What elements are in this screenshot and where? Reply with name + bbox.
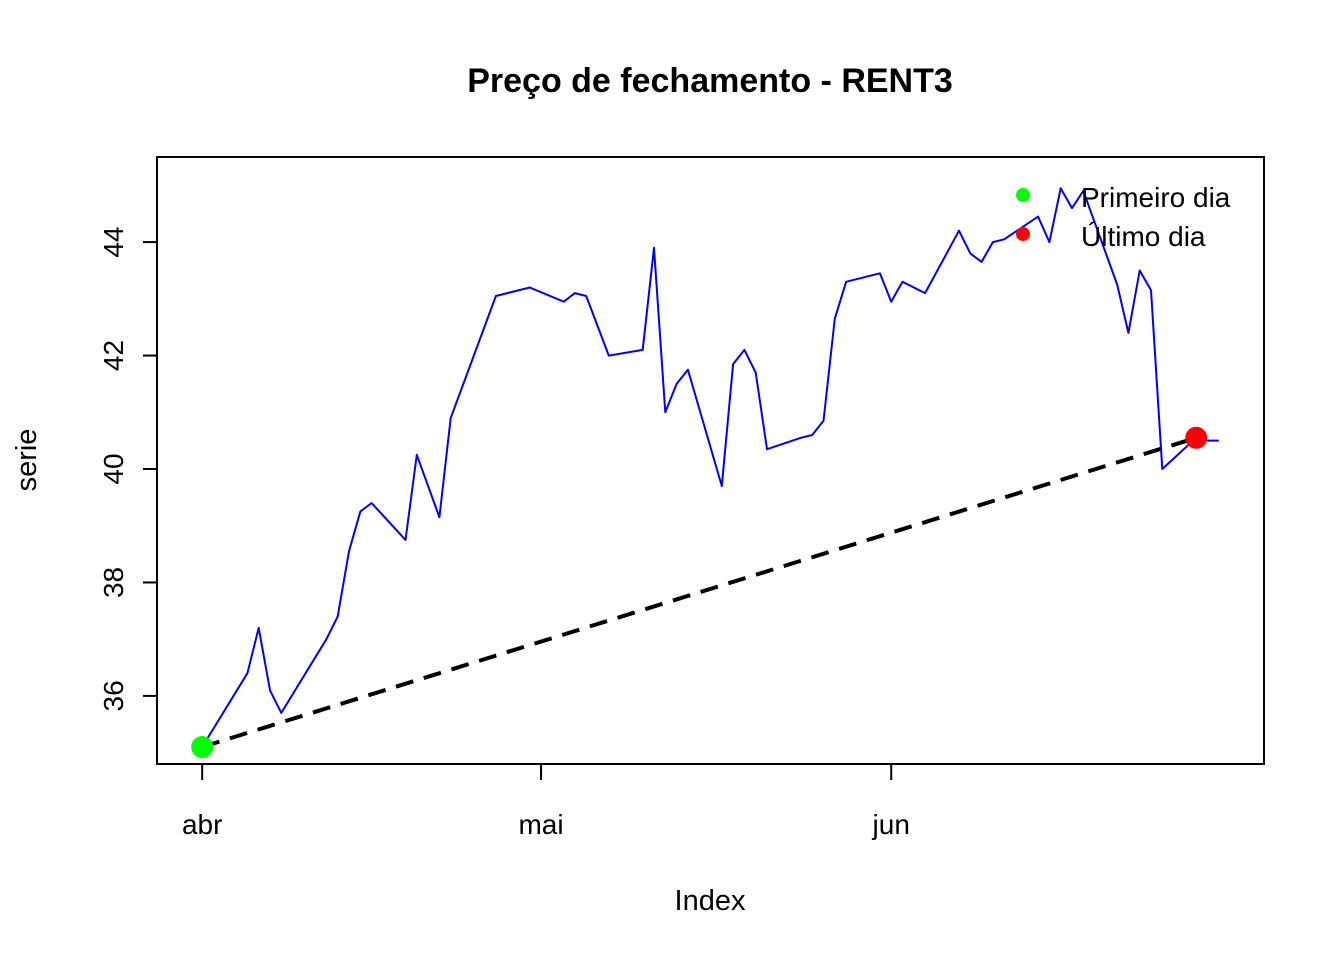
y-axis: 36 38 40 42 44 [98,227,157,712]
y-tick-label: 36 [98,680,129,711]
x-tick-label: jun [872,809,910,840]
legend-marker [1016,188,1030,202]
legend-marker [1016,227,1030,241]
legend-label: Último dia [1081,221,1206,252]
y-tick-label: 44 [98,227,129,258]
x-tick-label: mai [518,809,563,840]
price-series-line [201,187,1219,748]
trend-line [201,435,1197,749]
x-tick-label: abr [182,809,222,840]
y-tick-label: 40 [98,453,129,484]
y-tick-label: 38 [98,567,129,598]
chart-title: Preço de fechamento - RENT3 [467,62,953,100]
legend: Primeiro dia Último dia [1016,182,1231,252]
y-axis-label: serie [11,429,43,492]
first-day-marker [191,735,214,758]
plot-area [191,187,1219,758]
last-day-marker [1185,426,1208,449]
x-axis: abr mai jun [182,763,910,840]
legend-label: Primeiro dia [1081,182,1231,213]
x-axis-label: Index [675,885,746,917]
y-tick-label: 42 [98,340,129,371]
